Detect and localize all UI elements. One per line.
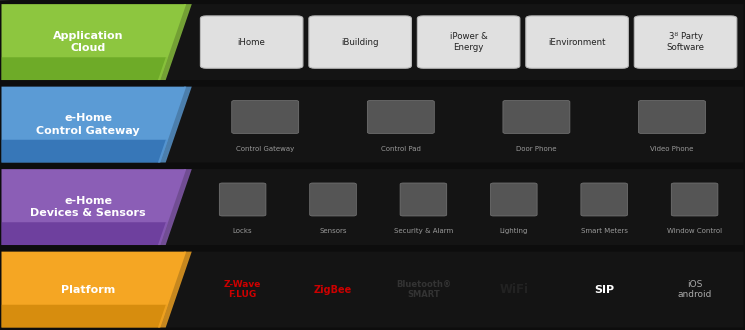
Text: Video Phone: Video Phone xyxy=(650,146,694,152)
Text: iEnvironment: iEnvironment xyxy=(548,38,606,47)
Text: Platform: Platform xyxy=(61,284,115,295)
Text: iBuilding: iBuilding xyxy=(341,38,379,47)
Polygon shape xyxy=(158,86,191,163)
Text: 3ᴽ Party
Software: 3ᴽ Party Software xyxy=(667,32,705,52)
Polygon shape xyxy=(1,57,168,80)
FancyBboxPatch shape xyxy=(671,183,718,216)
Polygon shape xyxy=(1,4,186,80)
Text: Window Control: Window Control xyxy=(667,228,722,234)
Polygon shape xyxy=(164,86,744,163)
FancyBboxPatch shape xyxy=(232,100,299,134)
Polygon shape xyxy=(1,251,186,327)
Polygon shape xyxy=(158,251,191,327)
FancyBboxPatch shape xyxy=(310,183,356,216)
FancyBboxPatch shape xyxy=(367,100,434,134)
FancyBboxPatch shape xyxy=(638,100,706,134)
Polygon shape xyxy=(164,169,744,245)
Text: Smart Meters: Smart Meters xyxy=(580,228,628,234)
Text: Application
Cloud: Application Cloud xyxy=(53,31,124,53)
FancyBboxPatch shape xyxy=(581,183,627,216)
Text: Bluetooth®
SMART: Bluetooth® SMART xyxy=(396,280,451,299)
Text: Z-Wave
F.LUG: Z-Wave F.LUG xyxy=(224,280,261,299)
Text: SIP: SIP xyxy=(594,284,615,295)
FancyBboxPatch shape xyxy=(309,16,411,68)
Polygon shape xyxy=(1,169,186,245)
Polygon shape xyxy=(1,140,168,163)
Polygon shape xyxy=(1,86,186,163)
Text: Control Pad: Control Pad xyxy=(381,146,421,152)
Polygon shape xyxy=(164,4,744,80)
Text: WiFi: WiFi xyxy=(499,283,528,296)
FancyBboxPatch shape xyxy=(503,100,570,134)
Text: Sensors: Sensors xyxy=(320,228,346,234)
Polygon shape xyxy=(1,222,168,245)
Text: ZigBee: ZigBee xyxy=(314,284,352,295)
FancyBboxPatch shape xyxy=(219,183,266,216)
Text: e-Home
Control Gateway: e-Home Control Gateway xyxy=(37,114,140,136)
FancyBboxPatch shape xyxy=(200,16,303,68)
Polygon shape xyxy=(1,305,168,327)
Polygon shape xyxy=(164,251,744,327)
FancyBboxPatch shape xyxy=(400,183,447,216)
Text: Security & Alarm: Security & Alarm xyxy=(394,228,453,234)
FancyBboxPatch shape xyxy=(634,16,737,68)
FancyBboxPatch shape xyxy=(526,16,628,68)
Text: iPower &
Energy: iPower & Energy xyxy=(450,32,487,52)
Text: Control Gateway: Control Gateway xyxy=(236,146,294,152)
Text: e-Home
Devices & Sensors: e-Home Devices & Sensors xyxy=(31,196,146,218)
Text: iOS
android: iOS android xyxy=(677,280,711,299)
FancyBboxPatch shape xyxy=(490,183,537,216)
Polygon shape xyxy=(158,169,191,245)
FancyBboxPatch shape xyxy=(417,16,520,68)
Text: Door Phone: Door Phone xyxy=(516,146,557,152)
Polygon shape xyxy=(158,4,191,80)
Text: Locks: Locks xyxy=(232,228,253,234)
Text: Lighting: Lighting xyxy=(500,228,528,234)
Text: iHome: iHome xyxy=(238,38,266,47)
